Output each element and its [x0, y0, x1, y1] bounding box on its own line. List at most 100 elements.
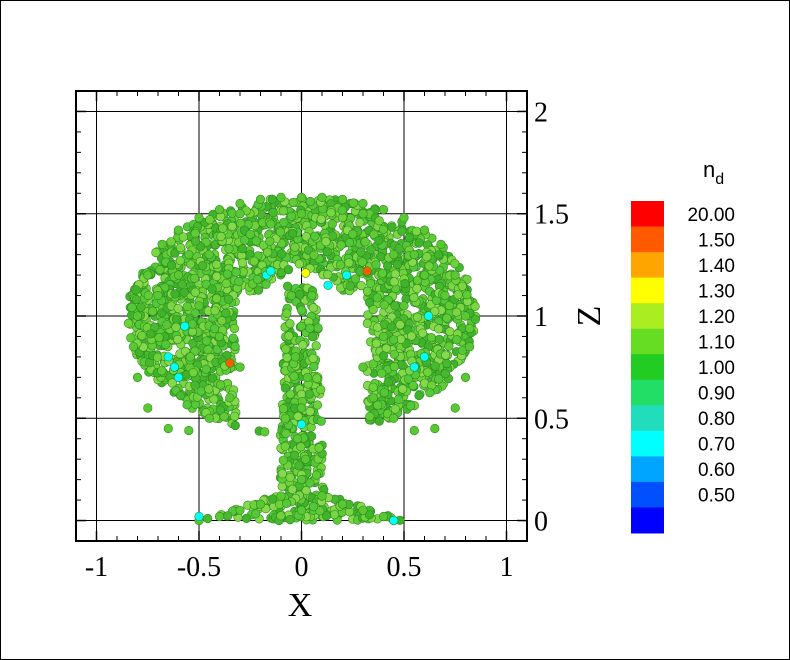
y-tick-label: 0.5	[534, 404, 569, 435]
particle	[322, 247, 332, 257]
particle	[212, 271, 222, 282]
particle	[230, 341, 240, 352]
particle	[236, 218, 246, 228]
data-point	[296, 192, 307, 202]
particle	[288, 197, 298, 208]
particle	[268, 208, 278, 218]
particle	[426, 333, 437, 343]
particle	[462, 290, 472, 300]
data-point	[337, 194, 348, 204]
colorbar-label: 0.60	[698, 460, 735, 481]
particle	[179, 287, 189, 297]
colorbar-swatch	[631, 456, 664, 483]
particle	[366, 245, 376, 255]
colorbar-title-subscript: d	[715, 171, 724, 188]
particle	[434, 334, 444, 345]
particle	[182, 400, 192, 410]
particle	[190, 308, 200, 318]
particle	[170, 289, 180, 299]
data-point	[255, 194, 266, 204]
data-point	[317, 491, 327, 501]
particle	[205, 215, 215, 225]
particle	[414, 390, 424, 401]
data-point	[132, 311, 143, 321]
data-point	[180, 321, 190, 331]
particle	[290, 242, 300, 252]
colorbar-label: 0.90	[698, 384, 735, 405]
x-tick-label: 0	[295, 552, 309, 583]
particle	[444, 300, 455, 311]
particle	[377, 368, 387, 378]
particle	[408, 381, 418, 391]
particle	[240, 235, 250, 245]
particle	[287, 484, 297, 495]
particle	[444, 341, 454, 351]
particle	[188, 368, 198, 378]
particle	[442, 313, 452, 323]
particle	[224, 244, 234, 254]
particle	[308, 303, 318, 313]
particle	[126, 333, 136, 343]
particle	[470, 314, 481, 324]
particle	[222, 269, 233, 279]
particle	[387, 322, 397, 332]
data-point	[409, 362, 419, 372]
particle	[288, 228, 298, 238]
particle	[217, 316, 227, 326]
particle	[283, 281, 293, 291]
particle	[223, 294, 234, 304]
particle	[167, 260, 177, 270]
x-tick-labels: -1 -0.5 0 0.5 1	[85, 552, 514, 583]
particle	[290, 450, 300, 460]
particle	[389, 349, 399, 359]
particle	[305, 323, 315, 333]
particle	[309, 361, 319, 372]
data-point	[276, 192, 286, 202]
data-point	[204, 413, 214, 423]
particle	[345, 281, 355, 291]
particle	[182, 301, 192, 312]
particle	[389, 335, 399, 345]
data-point	[303, 372, 313, 383]
data-point	[378, 511, 389, 522]
data-point	[204, 250, 214, 260]
particle	[146, 329, 156, 339]
data-point	[225, 393, 235, 403]
particle	[308, 502, 319, 512]
particle	[307, 332, 318, 342]
data-point	[430, 423, 440, 434]
data-point	[169, 362, 179, 372]
particle	[294, 259, 305, 269]
particle	[123, 318, 134, 328]
particle	[237, 244, 248, 254]
x-axis-title: X	[288, 587, 313, 624]
y-axis-title: Z	[571, 306, 608, 327]
particle	[398, 384, 408, 394]
particle	[148, 306, 158, 316]
particle	[378, 351, 389, 361]
particle	[296, 442, 306, 452]
particle	[241, 513, 252, 524]
data-point	[245, 229, 255, 239]
particle	[190, 228, 200, 238]
colorbar-swatch	[631, 226, 664, 253]
particle	[445, 327, 455, 337]
particle	[440, 369, 450, 379]
particle	[316, 416, 326, 426]
data-point	[235, 505, 245, 515]
y-tick-label: 2	[534, 97, 548, 128]
particle	[216, 380, 226, 390]
particle	[294, 461, 304, 471]
particle	[176, 243, 186, 253]
particle	[337, 205, 347, 215]
particle	[153, 352, 163, 362]
particle	[150, 322, 160, 332]
particle	[260, 427, 270, 437]
data-point	[184, 425, 194, 436]
particle	[275, 227, 286, 237]
y-tick-label: 1.5	[534, 200, 569, 231]
particle	[170, 248, 180, 258]
particle	[329, 509, 340, 520]
particle	[364, 510, 375, 520]
data-point	[389, 515, 399, 526]
